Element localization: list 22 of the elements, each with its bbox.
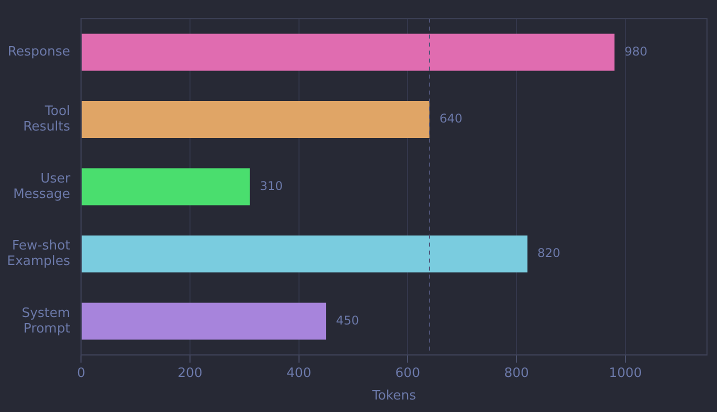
bar — [82, 235, 528, 272]
x-tick-label: 0 — [77, 366, 86, 381]
data-label: 450 — [336, 313, 359, 328]
x-axis-title: Tokens — [371, 388, 416, 404]
bar — [82, 100, 430, 138]
y-tick-label: Few-shot Examples — [7, 238, 70, 270]
y-tick-label: System Prompt — [22, 306, 70, 336]
x-tick-label: 400 — [286, 366, 312, 381]
x-tick-label: 200 — [178, 366, 202, 381]
bar — [82, 302, 326, 340]
data-label: 310 — [260, 178, 283, 193]
data-label: 640 — [439, 112, 462, 126]
y-tick-label: User Message — [13, 171, 71, 202]
bar — [82, 34, 614, 71]
x-tick-label: 800 — [504, 366, 529, 381]
x-tick-label: 1000 — [608, 366, 642, 381]
y-tick-label: Response — [8, 44, 70, 60]
y-tick-label: Tool Results — [23, 104, 70, 135]
data-label: 820 — [537, 246, 560, 260]
x-tick-label: 600 — [395, 366, 420, 381]
bar — [82, 168, 250, 206]
data-label: 980 — [624, 44, 648, 58]
